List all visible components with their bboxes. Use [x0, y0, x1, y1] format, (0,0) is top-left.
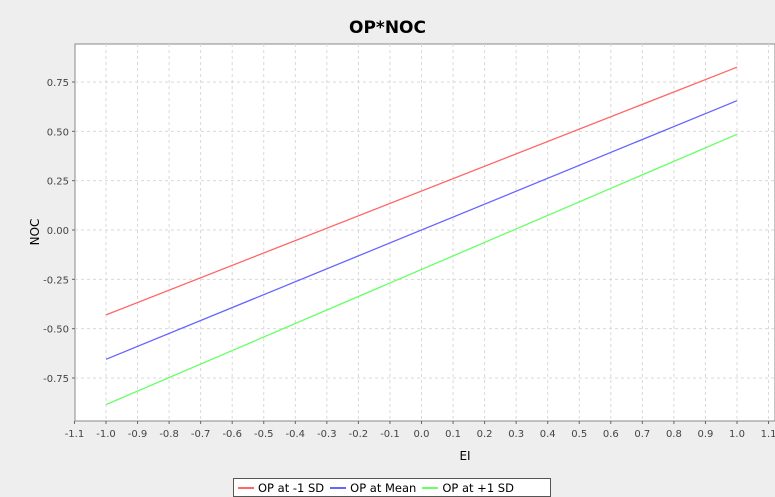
legend-swatch [238, 486, 254, 489]
legend-label: OP at +1 SD [442, 480, 514, 495]
axis-layer: -1.1 -1.0 -0.9 -0.8 -0.7 -0.6 -0.5 -0.4 -0.3 -0.2… [43, 78, 775, 440]
legend-item: OP at +1 SD [422, 481, 514, 495]
series-line [105, 100, 738, 360]
x-tick-label: -0.6 [222, 429, 242, 440]
legend-swatch [330, 486, 347, 489]
x-tick-label: -0.4 [286, 429, 306, 440]
y-tick-label: 0.00 [47, 226, 69, 237]
x-tick-label: 0.7 [634, 429, 650, 440]
x-tick-label: 0.1 [445, 429, 461, 440]
x-axis-label: EI [459, 449, 470, 463]
series-line [105, 133, 738, 406]
chart-title: OP*NOC [349, 18, 426, 38]
x-tick-label: 0.9 [697, 429, 713, 440]
x-tick-label: -0.5 [254, 429, 274, 440]
x-tick-label: -0.8 [159, 429, 179, 440]
legend-item: OP at Mean [330, 481, 416, 495]
x-tick-label: 0.8 [666, 429, 682, 440]
legend: OP at -1 SD OP at Mean OP at +1 SD [233, 478, 551, 497]
x-tick-label: -0.3 [317, 429, 337, 440]
x-tick-label: 1.0 [729, 429, 745, 440]
y-axis-label: NOC [28, 219, 42, 246]
x-tick-label: 1.1 [761, 429, 775, 440]
y-tick-label: -0.75 [43, 374, 69, 385]
y-tick-label: -0.25 [43, 275, 69, 286]
legend-label: OP at -1 SD [258, 480, 325, 495]
series-line [105, 66, 738, 316]
x-tick-label: -0.1 [380, 429, 400, 440]
y-tick-label: 0.75 [47, 78, 69, 89]
x-tick-label: 0.0 [414, 429, 430, 440]
y-tick-label: 0.50 [47, 127, 69, 138]
grid-layer [75, 44, 775, 421]
x-tick-label: 0.3 [508, 429, 524, 440]
legend-swatch [422, 486, 439, 489]
series-layer [105, 66, 738, 406]
x-tick-label: 0.5 [571, 429, 587, 440]
x-tick-label: 0.4 [540, 429, 556, 440]
x-tick-label: 0.6 [603, 429, 619, 440]
plot-area [74, 43, 775, 422]
y-tick-label: 0.25 [47, 177, 69, 188]
x-tick-label: -0.7 [191, 429, 211, 440]
x-tick-label: -1.1 [65, 429, 85, 440]
legend-label: OP at Mean [350, 480, 417, 495]
x-tick-label: -1.0 [96, 429, 116, 440]
x-tick-label: -0.2 [349, 429, 369, 440]
y-tick-label: -0.50 [43, 325, 69, 336]
x-tick-label: 0.2 [477, 429, 493, 440]
legend-item: OP at -1 SD [238, 481, 324, 495]
x-tick-label: -0.9 [128, 429, 148, 440]
